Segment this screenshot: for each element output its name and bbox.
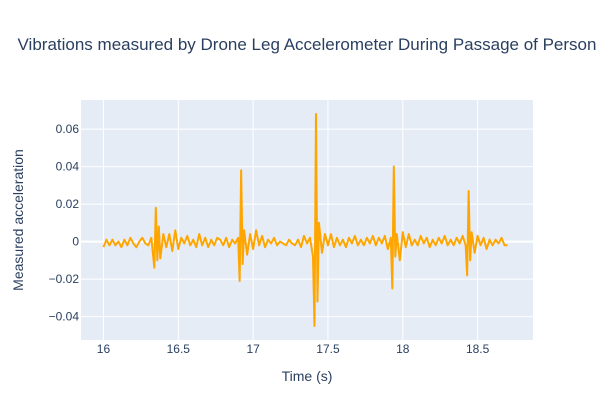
y-tick-label: −0.02 (49, 272, 80, 286)
y-tick-label: 0 (72, 235, 79, 249)
chart-title: Vibrations measured by Drone Leg Acceler… (18, 35, 597, 54)
y-tick-labels: −0.04 −0.02 0 0.02 0.04 0.06 (49, 122, 80, 324)
x-axis-title: Time (s) (282, 368, 333, 384)
x-tick-label: 18.5 (466, 342, 490, 356)
series-line (102, 113, 508, 327)
y-tick-label: −0.04 (49, 310, 80, 324)
y-tick-label: 0.02 (56, 197, 80, 211)
x-tick-label: 16 (97, 342, 111, 356)
plot-area (81, 100, 533, 340)
x-tick-label: 18 (396, 342, 410, 356)
y-tick-label: 0.04 (56, 160, 80, 174)
y-axis-title: Measured acceleration (10, 149, 26, 291)
series-layer (102, 113, 508, 327)
y-tick-label: 0.06 (56, 122, 80, 136)
x-tick-labels: 16 16.5 17 17.5 18 18.5 (97, 342, 490, 356)
x-tick-label: 17.5 (316, 342, 340, 356)
x-tick-label: 17 (246, 342, 260, 356)
x-tick-label: 16.5 (167, 342, 191, 356)
